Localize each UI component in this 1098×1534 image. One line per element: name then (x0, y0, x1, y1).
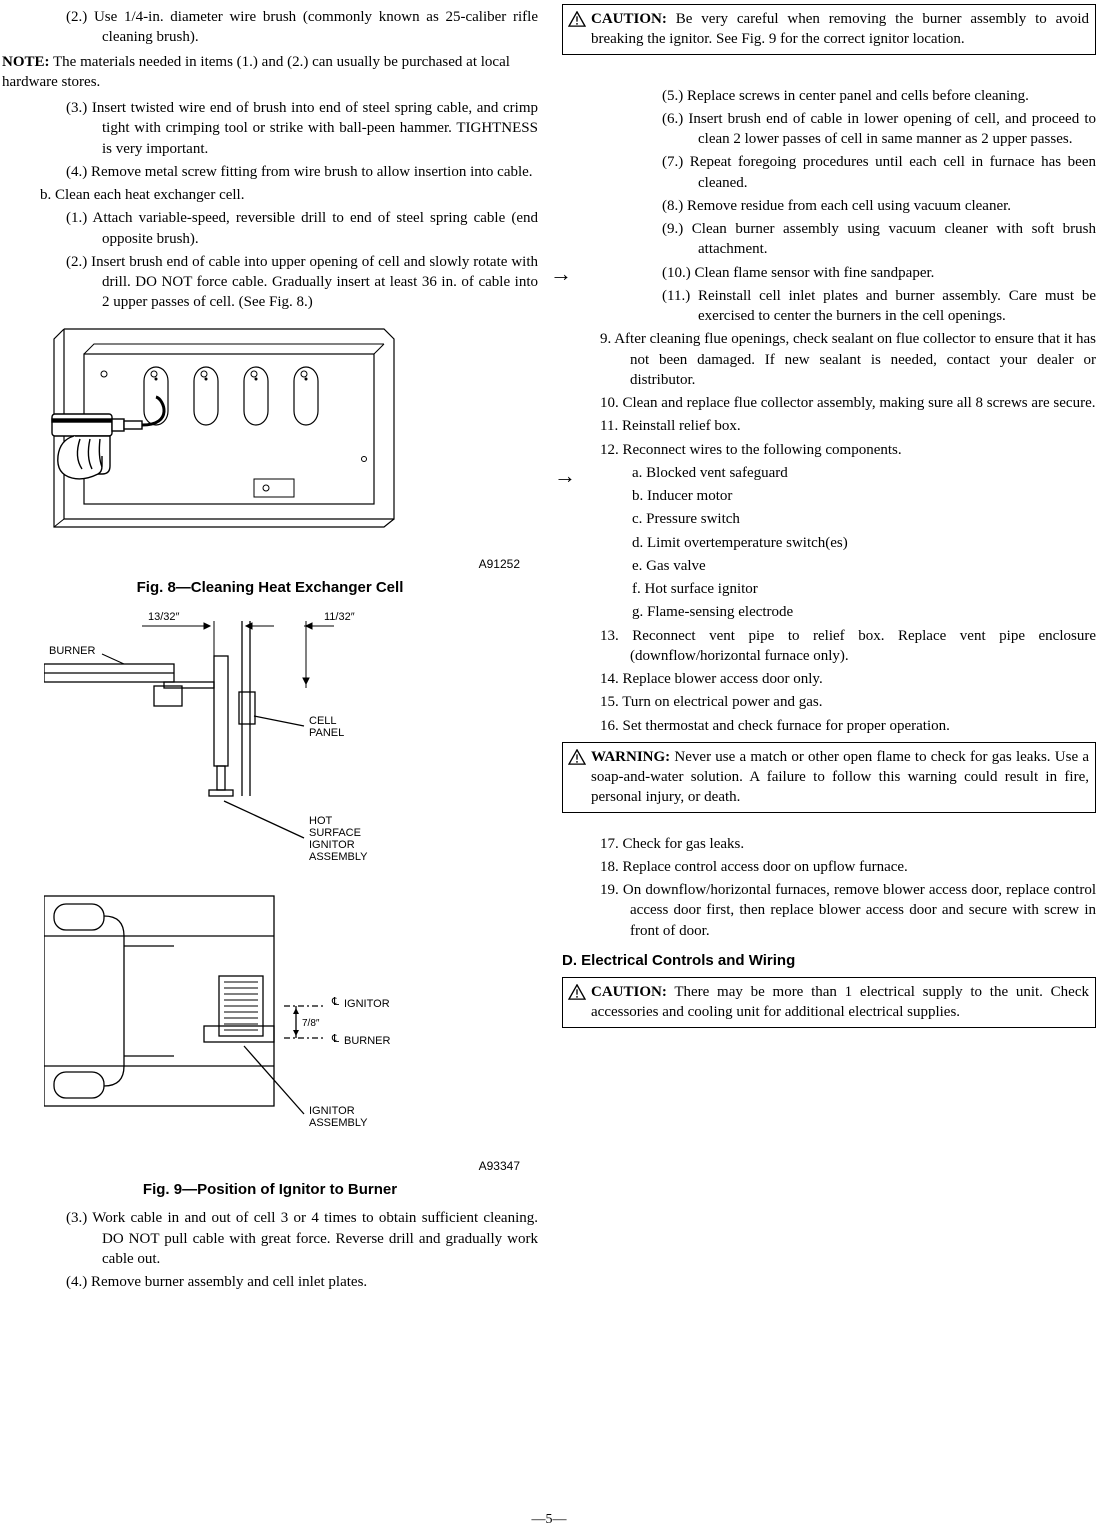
sub-list: → a. Blocked vent safeguard b. Inducer m… (632, 463, 1096, 623)
svg-text:℄: ℄ (331, 996, 339, 1008)
caution-text: CAUTION: Be very careful when removing t… (591, 5, 1095, 54)
list-item: d. Limit overtemperature switch(es) (632, 533, 1096, 553)
figure-9: 13/32″ 11/32″ BURNER CELL PANEL HOT SURF… (44, 606, 404, 1156)
list-item: (4.) Remove burner assembly and cell inl… (66, 1272, 538, 1292)
list-item: (2.) Insert brush end of cable into uppe… (66, 252, 538, 313)
list-item: b. Inducer motor (632, 486, 1096, 506)
svg-text:BURNER: BURNER (344, 1035, 391, 1047)
caution-label: CAUTION: (591, 11, 667, 27)
list-item: (9.) Clean burner assembly using vacuum … (662, 219, 1096, 260)
list-item: 12. Reconnect wires to the following com… (600, 440, 1096, 460)
svg-text:BURNER: BURNER (49, 645, 96, 657)
list-item: 17. Check for gas leaks. (600, 834, 1096, 854)
svg-text:11/32″: 11/32″ (324, 611, 355, 623)
figure-8-caption: Fig. 8—Cleaning Heat Exchanger Cell (2, 578, 538, 598)
page: (2.) Use 1/4-in. diameter wire brush (co… (0, 0, 1098, 1534)
list-item: (6.) Insert brush end of cable in lower … (662, 109, 1096, 150)
warning-text: WARNING: Never use a match or other open… (591, 743, 1095, 812)
caution-text: CAUTION: There may be more than 1 electr… (591, 978, 1095, 1027)
svg-text:℄: ℄ (331, 1033, 339, 1045)
list-item: (11.) Reinstall cell inlet plates and bu… (662, 286, 1096, 327)
arrow-icon: → (554, 465, 576, 487)
svg-text:HOT: HOT (309, 815, 333, 827)
svg-text:ASSEMBLY: ASSEMBLY (309, 851, 368, 863)
section-heading: D. Electrical Controls and Wiring (562, 951, 1096, 971)
list-item: (8.) Remove residue from each cell using… (662, 196, 1096, 216)
left-column: (2.) Use 1/4-in. diameter wire brush (co… (0, 0, 542, 1505)
columns: (2.) Use 1/4-in. diameter wire brush (co… (0, 0, 1098, 1505)
note-label: NOTE: (2, 54, 50, 70)
page-number: —5— (0, 1505, 1098, 1534)
warning-label: WARNING: (591, 749, 670, 765)
caution-box: CAUTION: Be very careful when removing t… (562, 4, 1096, 55)
ordered-list: 9. After cleaning flue openings, check s… (600, 329, 1096, 460)
list-item: c. Pressure switch (632, 509, 1096, 529)
list-item: 11. Reinstall relief box. (600, 416, 1096, 436)
svg-text:ASSEMBLY: ASSEMBLY (309, 1117, 368, 1129)
warning-icon (563, 5, 591, 33)
arrow-icon: → (550, 263, 572, 285)
list-item: 14. Replace blower access door only. (600, 669, 1096, 689)
list-item: a. Blocked vent safeguard (632, 463, 1096, 483)
caution-label: CAUTION: (591, 984, 667, 1000)
svg-text:IGNITOR: IGNITOR (344, 998, 390, 1010)
figure-9-code: A93347 (2, 1158, 520, 1174)
list-item: 18. Replace control access door on upflo… (600, 857, 1096, 877)
note: NOTE: The materials needed in items (1.)… (2, 52, 538, 93)
list-item: (3.) Insert twisted wire end of brush in… (66, 98, 538, 159)
list-item: 13. Reconnect vent pipe to relief box. R… (600, 626, 1096, 667)
ordered-list: 17. Check for gas leaks. 18. Replace con… (600, 834, 1096, 941)
list-item: 15. Turn on electrical power and gas. (600, 692, 1096, 712)
list-item: 19. On downflow/horizontal furnaces, rem… (600, 880, 1096, 941)
list-item: (4.) Remove metal screw fitting from wir… (66, 162, 538, 182)
svg-text:PANEL: PANEL (309, 727, 344, 739)
list-item: e. Gas valve (632, 556, 1096, 576)
note-text: The materials needed in items (1.) and (… (2, 54, 510, 90)
ordered-list: 13. Reconnect vent pipe to relief box. R… (600, 626, 1096, 736)
warning-box: WARNING: Never use a match or other open… (562, 742, 1096, 813)
svg-text:IGNITOR: IGNITOR (309, 839, 355, 851)
svg-text:SURFACE: SURFACE (309, 827, 361, 839)
list-item: 16. Set thermostat and check furnace for… (600, 716, 1096, 736)
warning-icon (563, 743, 591, 771)
list-item: b. Clean each heat exchanger cell. (40, 185, 538, 205)
list-item: f. Hot surface ignitor (632, 579, 1096, 599)
svg-text:7/8″: 7/8″ (302, 1018, 320, 1029)
list-item: g. Flame-sensing electrode (632, 602, 1096, 622)
list-item: (3.) Work cable in and out of cell 3 or … (66, 1208, 538, 1269)
warning-icon (563, 978, 591, 1006)
list-item: (1.) Attach variable-speed, reversible d… (66, 208, 538, 249)
list-item: (10.) Clean flame sensor with fine sandp… (662, 263, 1096, 283)
list-item: (7.) Repeat foregoing procedures until e… (662, 152, 1096, 193)
figure-8-code: A91252 (2, 556, 520, 572)
list-item: 9. After cleaning flue openings, check s… (600, 329, 1096, 390)
list-item: (5.) Replace screws in center panel and … (662, 86, 1096, 106)
right-column: CAUTION: Be very careful when removing t… (556, 0, 1098, 1505)
list-item: 10. Clean and replace flue collector ass… (600, 393, 1096, 413)
figure-9-caption: Fig. 9—Position of Ignitor to Burner (2, 1180, 538, 1200)
caution-box: CAUTION: There may be more than 1 electr… (562, 977, 1096, 1028)
svg-text:CELL: CELL (309, 715, 337, 727)
svg-text:13/32″: 13/32″ (148, 611, 180, 623)
svg-text:IGNITOR: IGNITOR (309, 1105, 355, 1117)
figure-8 (44, 319, 404, 554)
list-item: (2.) Use 1/4-in. diameter wire brush (co… (66, 7, 538, 48)
